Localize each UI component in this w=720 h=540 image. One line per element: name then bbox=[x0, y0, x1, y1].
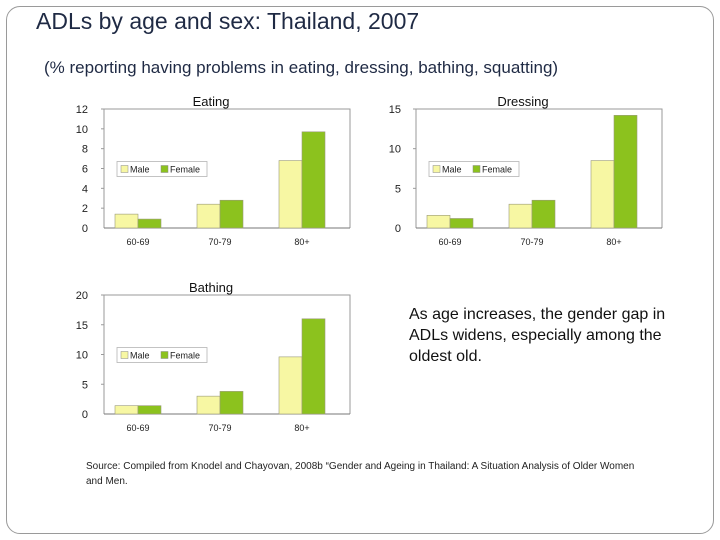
bar-male-60-69 bbox=[426, 215, 451, 229]
x-tick-label: 60-69 bbox=[438, 237, 461, 247]
legend-swatch-female bbox=[472, 165, 481, 173]
bar-female-70-79 bbox=[219, 199, 244, 229]
slide-title: ADLs by age and sex: Thailand, 2007 bbox=[36, 8, 420, 34]
slide-subtitle: (% reporting having problems in eating, … bbox=[44, 58, 559, 77]
x-tick-label: 70-79 bbox=[208, 423, 231, 433]
bar-male-60-69 bbox=[114, 213, 139, 229]
x-tick-label: 80+ bbox=[294, 237, 309, 247]
y-tick-label: 0 bbox=[82, 223, 88, 235]
y-tick-label: 5 bbox=[395, 183, 401, 195]
bar-male-70-79 bbox=[196, 395, 221, 415]
legend-label-female: Female bbox=[170, 165, 200, 175]
legend-label-male: Male bbox=[442, 165, 462, 175]
y-tick-label: 10 bbox=[76, 124, 88, 136]
bar-female-60-69 bbox=[137, 405, 162, 415]
bar-female-80+ bbox=[301, 318, 326, 415]
y-tick-label: 12 bbox=[76, 104, 88, 116]
bar-male-80+ bbox=[278, 356, 303, 415]
x-tick-label: 70-79 bbox=[208, 237, 231, 247]
legend-label-male: Male bbox=[130, 351, 150, 361]
bar-female-60-69 bbox=[449, 218, 474, 229]
legend-swatch-male bbox=[120, 351, 129, 359]
chart-legend: Male Female bbox=[428, 161, 520, 177]
source-citation: Source: Compiled from Knodel and Chayova… bbox=[86, 461, 635, 487]
legend-swatch-male bbox=[432, 165, 441, 173]
y-tick-label: 0 bbox=[82, 409, 88, 421]
plot-frame bbox=[415, 108, 663, 228]
chart-title: Eating bbox=[193, 94, 230, 109]
y-tick-label: 15 bbox=[76, 320, 88, 332]
bar-female-80+ bbox=[301, 131, 326, 229]
x-tick-label: 70-79 bbox=[520, 237, 543, 247]
bar-male-70-79 bbox=[196, 203, 221, 229]
slide-frame bbox=[6, 6, 714, 534]
y-tick-label: 5 bbox=[82, 379, 88, 391]
legend-label-female: Female bbox=[170, 351, 200, 361]
legend-swatch-female bbox=[160, 351, 169, 359]
chart-title: Dressing bbox=[497, 94, 548, 109]
chart-eating: 0 2 4 6 8 10 12 Eating 60-69 70-79 80+ Male Female bbox=[76, 94, 351, 247]
bar-female-70-79 bbox=[531, 199, 556, 229]
y-tick-label: 2 bbox=[82, 203, 88, 215]
y-tick-label: 20 bbox=[76, 290, 88, 302]
bar-female-70-79 bbox=[219, 391, 244, 415]
chart-dressing: 0 5 10 15 Dressing 60-69 70-79 80+ Male Female bbox=[389, 94, 663, 247]
bar-female-60-69 bbox=[137, 218, 162, 229]
x-tick-label: 80+ bbox=[606, 237, 621, 247]
x-tick-label: 60-69 bbox=[126, 237, 149, 247]
y-tick-label: 0 bbox=[395, 223, 401, 235]
legend-swatch-male bbox=[120, 165, 129, 173]
y-tick-label: 4 bbox=[82, 183, 88, 195]
y-tick-label: 15 bbox=[389, 104, 401, 116]
bar-male-80+ bbox=[590, 160, 615, 229]
y-tick-label: 8 bbox=[82, 144, 88, 156]
legend-label-female: Female bbox=[482, 165, 512, 175]
chart-legend: Male Female bbox=[116, 347, 208, 363]
gender-gap-note: As age increases, the gender gap in ADLs… bbox=[409, 306, 666, 365]
legend-label-male: Male bbox=[130, 165, 150, 175]
bar-female-80+ bbox=[613, 115, 638, 229]
y-tick-label: 6 bbox=[82, 164, 88, 176]
x-tick-label: 80+ bbox=[294, 423, 309, 433]
bar-male-60-69 bbox=[114, 405, 139, 415]
y-tick-label: 10 bbox=[76, 350, 88, 362]
bar-male-80+ bbox=[278, 160, 303, 229]
bar-male-70-79 bbox=[508, 203, 533, 229]
legend-swatch-female bbox=[160, 165, 169, 173]
chart-legend: Male Female bbox=[116, 161, 208, 177]
x-tick-label: 60-69 bbox=[126, 423, 149, 433]
y-tick-label: 10 bbox=[389, 144, 401, 156]
chart-bathing: 0 5 10 15 20 Bathing 60-69 70-79 80+ Male Female bbox=[76, 280, 351, 433]
chart-title: Bathing bbox=[189, 280, 233, 295]
